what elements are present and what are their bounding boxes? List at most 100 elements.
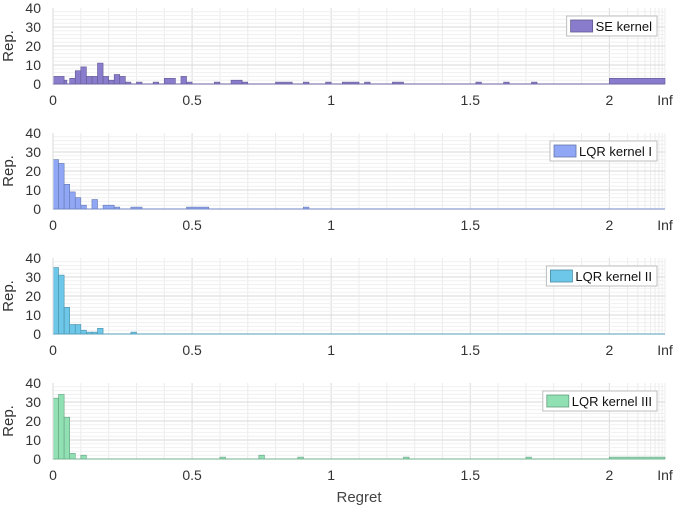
bar — [91, 199, 98, 210]
x-tick-label: 0.5 — [182, 342, 202, 358]
x-tick-label: 2 — [605, 92, 613, 108]
y-tick-label: 40 — [25, 125, 41, 141]
y-tick-label: 20 — [25, 288, 41, 304]
y-tick-label: 40 — [25, 375, 41, 391]
y-tick-label: 40 — [25, 0, 41, 16]
bar — [80, 204, 87, 210]
bars — [52, 159, 310, 210]
y-tick-label: 0 — [33, 201, 41, 217]
y-tick-label: 30 — [25, 144, 41, 160]
legend-swatch — [550, 269, 573, 283]
bar — [69, 452, 76, 460]
bar — [86, 76, 93, 85]
histogram-panel-4: 0 10 20 30 40 0 0.5 1 1.5 2 Inf Rep. LQR kernel III R… — [0, 375, 673, 506]
legend-swatch — [546, 394, 570, 408]
y-tick-label: 20 — [25, 413, 41, 429]
bar — [63, 184, 70, 210]
bar — [52, 76, 65, 85]
y-axis-label: Rep. — [0, 405, 17, 437]
bar — [52, 267, 59, 335]
x-tick-label: 1 — [327, 467, 335, 483]
legend-label: SE kernel — [596, 19, 652, 34]
grid — [53, 383, 666, 459]
y-tick-label: 0 — [33, 76, 41, 92]
x-tick-label: 0 — [49, 467, 57, 483]
bar — [230, 79, 243, 85]
legend-frame — [545, 265, 658, 287]
bar — [97, 62, 104, 85]
y-tick-label: 10 — [25, 307, 41, 323]
grid — [53, 8, 666, 84]
legend-swatch — [553, 144, 577, 158]
histogram-panel-3: 0 10 20 30 40 0 0.5 1 1.5 2 Inf Rep. LQR kernel II — [0, 250, 673, 358]
y-tick-label: 10 — [25, 432, 41, 448]
y-tick-label: 0 — [33, 326, 41, 342]
bar — [91, 76, 98, 85]
x-tick-label: 0.5 — [182, 467, 202, 483]
bar — [80, 329, 87, 335]
x-tick-label: 0.5 — [182, 217, 202, 233]
legend-frame — [542, 390, 658, 412]
x-tick-label: 2 — [605, 467, 613, 483]
bar — [258, 454, 265, 460]
bar — [63, 79, 68, 85]
x-tick-label: Inf — [657, 342, 673, 358]
y-axis-label: Rep. — [0, 30, 17, 62]
bar — [97, 327, 104, 335]
legend-swatch — [570, 19, 594, 33]
x-tick-label: 1.5 — [461, 92, 481, 108]
legend: LQR kernel I — [549, 140, 658, 162]
histogram-panel-1: 0 10 20 30 40 0 0.5 1 1.5 2 Inf Rep. SE kernel — [0, 0, 673, 108]
bar — [163, 78, 176, 85]
y-tick-label: 20 — [25, 163, 41, 179]
bar — [69, 78, 76, 85]
bar — [108, 79, 115, 85]
x-tick-label: 2 — [605, 342, 613, 358]
x-tick-label: 1.5 — [461, 467, 481, 483]
x-tick-label: 0 — [49, 217, 57, 233]
legend-label: LQR kernel I — [579, 144, 652, 159]
bar — [58, 163, 65, 210]
bar — [609, 78, 666, 85]
y-tick-label: 40 — [25, 250, 41, 266]
y-tick-label: 30 — [25, 19, 41, 35]
y-tick-label: 10 — [25, 57, 41, 73]
bar — [74, 324, 82, 335]
x-tick-label: Inf — [657, 217, 673, 233]
bar — [180, 76, 187, 85]
bar — [74, 197, 82, 210]
x-tick-label: Inf — [657, 92, 673, 108]
bar — [69, 191, 76, 210]
x-tick-label: 1 — [327, 342, 335, 358]
bar — [80, 454, 87, 460]
x-tick-label: 1 — [327, 217, 335, 233]
bar — [52, 159, 59, 210]
bar — [69, 324, 76, 335]
x-tick-label: Inf — [657, 467, 673, 483]
bar — [58, 274, 65, 335]
x-tick-label: 0 — [49, 342, 57, 358]
y-tick-label: 10 — [25, 182, 41, 198]
legend-label: LQR kernel II — [575, 269, 652, 284]
x-tick-label: 1.5 — [461, 342, 481, 358]
y-tick-label: 20 — [25, 38, 41, 54]
histogram-panel-2: 0 10 20 30 40 0 0.5 1 1.5 2 Inf Rep. LQR kernel I — [0, 125, 673, 233]
bar — [58, 394, 65, 460]
bar — [102, 204, 115, 210]
bar — [74, 70, 82, 85]
x-axis-label: Regret — [336, 489, 382, 506]
bar — [102, 76, 109, 85]
y-axis-label: Rep. — [0, 280, 17, 312]
y-axis-label: Rep. — [0, 155, 17, 187]
bar — [80, 66, 87, 85]
bar — [119, 76, 126, 85]
y-tick-label: 30 — [25, 269, 41, 285]
y-tick-label: 30 — [25, 394, 41, 410]
legend: SE kernel — [566, 15, 658, 37]
x-tick-label: 1 — [327, 92, 335, 108]
y-tick-label: 0 — [33, 451, 41, 467]
x-tick-label: 0.5 — [182, 92, 202, 108]
bar — [113, 74, 121, 85]
legend-frame — [549, 140, 658, 162]
